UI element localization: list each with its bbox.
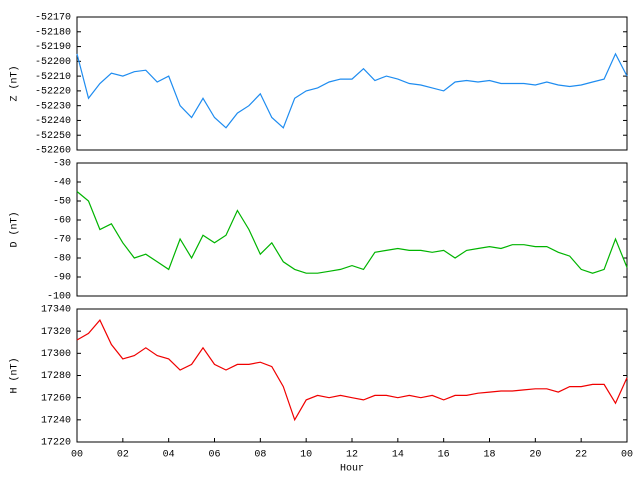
y-tick-label: -90 [53,273,71,284]
y-tick-label: -52240 [35,116,71,127]
y-tick-label: -50 [53,197,71,208]
y-tick-label: -52170 [35,13,71,24]
y-tick-label: -52210 [35,72,71,83]
panel-frame [76,16,628,151]
panel-frame [76,162,628,297]
y-tick-label: 17280 [41,371,71,382]
x-tick-label: 18 [483,450,495,461]
panel-frame [76,308,628,443]
x-tick-label: 04 [163,450,175,461]
y-tick-label: 17340 [41,305,71,316]
y-tick-label: -60 [53,216,71,227]
y-tick-label: -52200 [35,57,71,68]
data-line [76,52,628,129]
y-tick-label: -30 [53,159,71,170]
x-tick-label: 10 [300,450,312,461]
y-tick-label: 17260 [41,393,71,404]
y-axis-label: Z (nT) [9,65,21,101]
x-tick-label: 08 [254,450,266,461]
y-tick-label: 17220 [41,438,71,449]
x-tick-label: 22 [575,450,587,461]
y-axis-label: D (nT) [9,211,21,247]
x-tick-label: 00 [71,450,83,461]
x-tick-label: 06 [208,450,220,461]
y-tick-label: -52220 [35,87,71,98]
y-axis-label: H (nT) [9,357,21,393]
y-tick-label: 17320 [41,327,71,338]
data-line [76,319,628,422]
y-tick-label: -52260 [35,146,71,157]
x-tick-label: 12 [346,450,358,461]
x-tick-label: 14 [392,450,404,461]
y-tick-label: -100 [47,292,71,303]
y-tick-label: -52190 [35,42,71,53]
x-axis-label: Hour [340,464,364,475]
y-tick-label: 17240 [41,415,71,426]
y-tick-label: -40 [53,178,71,189]
data-line [76,191,628,274]
x-tick-label: 20 [529,450,541,461]
y-tick-label: -52230 [35,101,71,112]
x-tick-label: 16 [438,450,450,461]
x-tick-label: 00 [621,450,633,461]
y-tick-label: -52250 [35,131,71,142]
y-tick-label: -80 [53,254,71,265]
y-tick-label: 17300 [41,349,71,360]
y-tick-label: -52180 [35,27,71,38]
y-tick-label: -70 [53,235,71,246]
x-tick-label: 02 [117,450,129,461]
